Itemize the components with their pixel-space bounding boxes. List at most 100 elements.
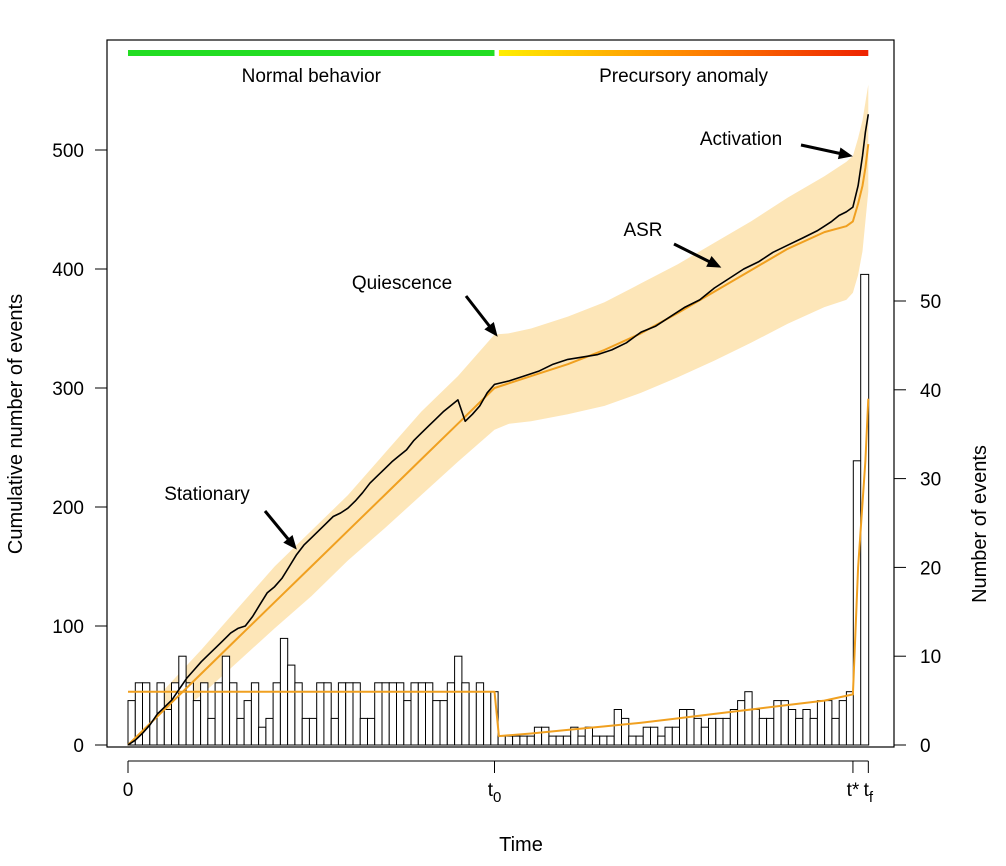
histogram-bar — [454, 655, 463, 746]
right-tick-label: 50 — [920, 292, 941, 313]
histogram-bar — [577, 735, 586, 746]
histogram-bar — [795, 717, 804, 746]
histogram-bar — [403, 700, 412, 746]
histogram-bar — [860, 273, 870, 746]
histogram-bar — [483, 691, 492, 746]
histogram-bar — [722, 717, 731, 746]
phase-label: Normal behavior — [242, 66, 382, 87]
histogram-bar — [657, 735, 666, 746]
annotation-arrowhead — [484, 322, 498, 337]
x-axis-title: Time — [499, 834, 543, 856]
annotation-arrowhead — [706, 256, 722, 268]
histogram-bar — [330, 717, 340, 746]
right-tick-label: 20 — [920, 558, 941, 579]
histogram-bar — [780, 700, 789, 746]
histogram-bar — [265, 717, 274, 746]
histogram-bar — [679, 709, 688, 746]
histogram-bar — [584, 726, 594, 746]
series-lines — [127, 114, 870, 746]
x-tick-label: t* — [847, 780, 860, 801]
histogram-bar — [606, 735, 615, 746]
left-tick-label: 100 — [52, 617, 84, 638]
phase-bar — [498, 50, 869, 56]
right-tick-label: 40 — [920, 381, 941, 402]
histogram-bar — [671, 726, 681, 746]
histogram-bar — [301, 717, 311, 746]
histogram-bar — [599, 735, 608, 746]
histogram-bar — [809, 717, 818, 746]
histogram-bar — [497, 735, 506, 746]
histogram-bar — [236, 717, 245, 746]
left-axis-title: Cumulative number of events — [5, 294, 27, 554]
histogram-bar — [468, 691, 477, 746]
histogram-bar — [200, 682, 209, 746]
left-tick-label: 400 — [52, 260, 84, 281]
histogram-bar — [287, 664, 296, 746]
histogram-bar — [352, 682, 361, 746]
histogram-bar — [512, 735, 521, 746]
histogram-bar — [308, 717, 318, 746]
histogram-bar — [432, 700, 441, 746]
histogram-bar — [787, 709, 797, 746]
left-tick-label: 200 — [52, 498, 84, 519]
left-tick-label: 500 — [52, 141, 84, 162]
histogram-bar — [613, 709, 623, 746]
histogram-bar — [207, 717, 216, 746]
histogram-bar — [439, 700, 448, 746]
histogram-bar — [294, 682, 303, 746]
histogram-bar — [548, 735, 557, 746]
histogram-bar — [686, 709, 695, 746]
histogram-bar — [621, 717, 630, 746]
annotation-label: Quiescence — [352, 273, 452, 294]
histogram-bar — [758, 717, 768, 746]
histogram-bar — [367, 717, 376, 746]
histogram-bar — [693, 717, 702, 746]
histogram-bar — [635, 735, 644, 746]
histogram-bar — [824, 700, 833, 746]
uncertainty-band — [128, 84, 869, 746]
annotations: Stationary Quiescence ASR Activation — [164, 129, 853, 550]
annotation-label: ASR — [623, 220, 662, 241]
right-axis-title: Number of events — [969, 445, 991, 603]
histogram-bar — [229, 682, 238, 746]
right-tick-label: 10 — [920, 647, 941, 668]
phase-label: Precursory anomaly — [599, 66, 768, 87]
annotation-label: Activation — [700, 129, 782, 150]
x-tick-label: 0 — [123, 780, 134, 801]
histogram-bar — [504, 735, 514, 746]
histogram-bar — [715, 717, 724, 746]
histogram-bar — [845, 691, 855, 746]
histogram-bar — [751, 709, 760, 746]
uncertainty-band-area — [128, 84, 869, 746]
annotation-arrowhead — [283, 535, 297, 550]
histogram-bar — [737, 700, 746, 746]
histogram-bar — [816, 700, 826, 746]
annotation-label: Stationary — [164, 484, 250, 505]
histogram-bar — [192, 700, 202, 746]
histogram-bar — [838, 700, 848, 746]
histogram-bar — [221, 655, 231, 746]
histogram-bar — [359, 717, 369, 746]
annotation-arrowhead — [837, 147, 853, 160]
right-tick-label: 0 — [920, 736, 931, 757]
histogram-bar — [250, 682, 260, 746]
histogram-bar — [831, 717, 840, 746]
histogram-bar — [258, 726, 267, 746]
left-tick-label: 0 — [73, 736, 84, 757]
observed-cumulative-line — [127, 114, 870, 746]
histogram-bar — [802, 709, 811, 746]
histogram-bar — [729, 709, 739, 746]
histogram-bar — [650, 726, 659, 746]
phase-bars: Normal behavior Precursory anomaly — [128, 50, 869, 87]
histogram-bar — [178, 655, 187, 746]
histogram-bar — [519, 735, 528, 746]
histogram-bar — [555, 735, 564, 746]
x-tick-label: tf — [864, 780, 874, 806]
model-cumulative-line — [127, 143, 870, 746]
histogram-bar — [562, 735, 572, 746]
right-tick-label: 30 — [920, 470, 941, 491]
histogram-bar — [744, 691, 753, 746]
histogram-bar — [642, 726, 652, 746]
